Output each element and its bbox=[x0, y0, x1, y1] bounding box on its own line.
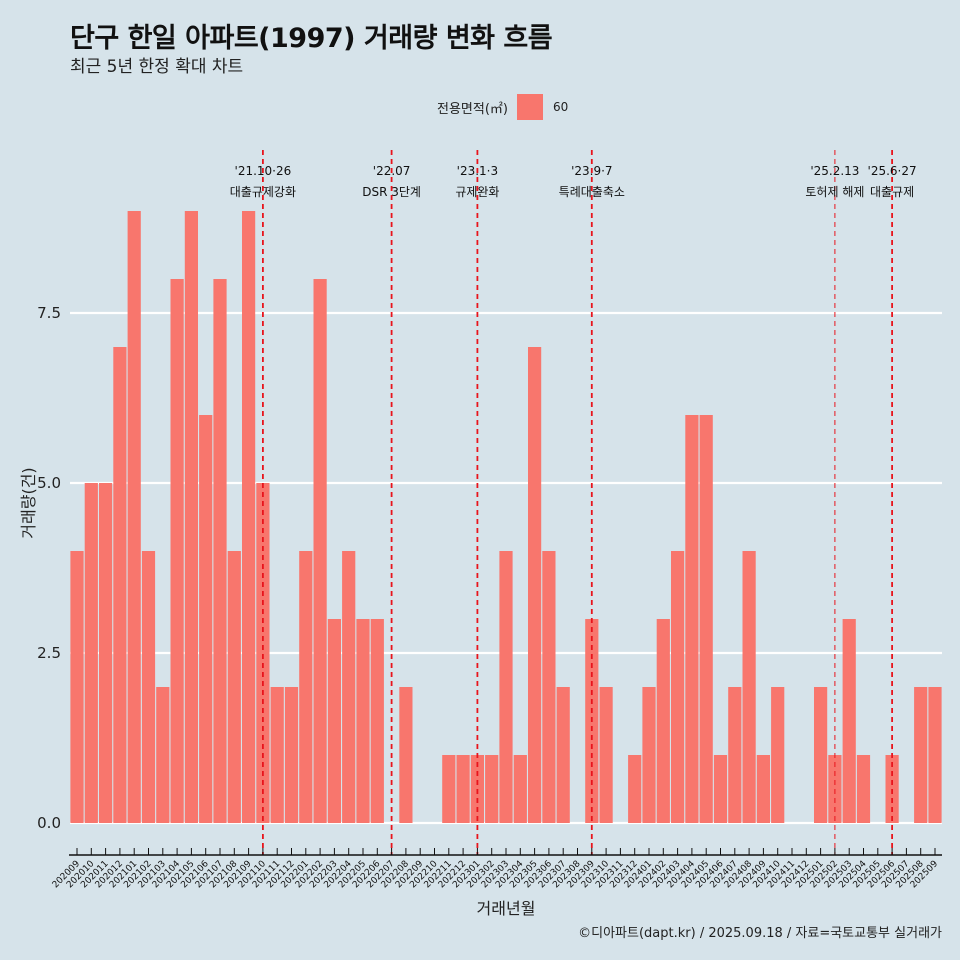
bar-202110 bbox=[256, 483, 270, 823]
x-axis: 2020092020102020112020122021012021022021… bbox=[51, 848, 942, 890]
bar-202302 bbox=[485, 755, 499, 823]
y-axis-title: 거래량(건) bbox=[19, 467, 38, 538]
event-date-label: '25.2.13 bbox=[810, 164, 859, 178]
bar-202111 bbox=[270, 687, 284, 823]
bar-202211 bbox=[442, 755, 456, 823]
bar-202105 bbox=[184, 211, 198, 823]
bar-202201 bbox=[299, 551, 313, 823]
bar-202306 bbox=[542, 551, 556, 823]
caption: ©디아파트(dapt.kr) / 2025.09.18 / 자료=국토교통부 실… bbox=[578, 926, 942, 941]
bar-202109 bbox=[242, 211, 256, 823]
bar-202112 bbox=[284, 687, 299, 823]
bar-202406 bbox=[713, 755, 728, 823]
bar-202009 bbox=[70, 551, 84, 823]
bar-202303 bbox=[499, 551, 513, 823]
bars bbox=[70, 211, 942, 823]
event-text-label: 대출규제강화 bbox=[230, 185, 296, 199]
event-text-label: 토허제 해제 bbox=[805, 185, 864, 199]
bar-202012 bbox=[113, 347, 127, 823]
bar-202103 bbox=[156, 687, 170, 823]
bar-202504 bbox=[856, 755, 871, 823]
bar-202501 bbox=[814, 687, 828, 823]
bar-202310 bbox=[599, 687, 613, 823]
bar-202410 bbox=[771, 687, 785, 823]
chart-subtitle: 최근 5년 한정 확대 차트 bbox=[70, 57, 244, 77]
bar-202108 bbox=[227, 551, 241, 823]
event-text-label: 규제완화 bbox=[455, 185, 499, 199]
bar-202409 bbox=[756, 755, 770, 823]
bar-202408 bbox=[742, 551, 756, 823]
bar-202405 bbox=[699, 415, 713, 823]
bar-202206 bbox=[370, 619, 384, 823]
bar-202104 bbox=[170, 279, 184, 823]
x-axis-title: 거래년월 bbox=[477, 899, 536, 918]
event-date-label: '23.1·3 bbox=[457, 164, 498, 178]
bar-202011 bbox=[99, 483, 113, 823]
legend: 전용면적(㎡) 60 bbox=[437, 94, 568, 120]
bar-202402 bbox=[656, 619, 670, 823]
event-text-label: DSR 3단계 bbox=[362, 185, 421, 199]
bar-202307 bbox=[556, 687, 570, 823]
event-text-label: 특례대출축소 bbox=[559, 185, 625, 199]
bar-202202 bbox=[313, 279, 327, 823]
legend-title: 전용면적(㎡) bbox=[437, 101, 508, 117]
y-axis: 0.0 2.5 5.0 7.5 bbox=[37, 304, 61, 832]
bar-202509 bbox=[928, 687, 942, 823]
y-tick-label: 5.0 bbox=[37, 474, 61, 492]
bar-202312 bbox=[628, 755, 642, 823]
y-tick-label: 2.5 bbox=[37, 644, 61, 662]
bar-202208 bbox=[399, 687, 413, 823]
event-date-label: '23.9·7 bbox=[571, 164, 612, 178]
event-lines: '21.10·26 대출규제강화 '22.07 DSR 3단계 '23.1·3 규제완화 '… bbox=[230, 150, 917, 855]
event-date-label: '22.07 bbox=[373, 164, 411, 178]
bar-202305 bbox=[528, 347, 542, 823]
y-tick-label: 0.0 bbox=[37, 814, 61, 832]
bar-202403 bbox=[671, 551, 685, 823]
y-tick-label: 7.5 bbox=[37, 304, 61, 322]
bar-202407 bbox=[728, 687, 742, 823]
bar-202508 bbox=[914, 687, 928, 823]
bar-202304 bbox=[513, 755, 527, 823]
event-text-label: 대출규제 bbox=[870, 185, 914, 199]
bar-202203 bbox=[327, 619, 341, 823]
bar-202404 bbox=[685, 415, 699, 823]
bar-202101 bbox=[127, 211, 141, 823]
legend-key-swatch bbox=[516, 94, 543, 120]
bar-202102 bbox=[141, 551, 156, 823]
bar-202204 bbox=[342, 551, 356, 823]
event-date-label: '25.6·27 bbox=[868, 164, 917, 178]
bar-202205 bbox=[356, 619, 370, 823]
chart-title: 단구 한일 아파트(1997) 거래량 변화 흐름 bbox=[70, 23, 553, 54]
bar-202503 bbox=[842, 619, 856, 823]
bar-202107 bbox=[213, 279, 227, 823]
bar-202401 bbox=[642, 687, 656, 823]
bar-202010 bbox=[84, 483, 98, 823]
event-date-label: '21.10·26 bbox=[235, 164, 292, 178]
legend-label: 60 bbox=[552, 100, 569, 114]
bar-202212 bbox=[456, 755, 470, 823]
bar-202106 bbox=[199, 415, 213, 823]
